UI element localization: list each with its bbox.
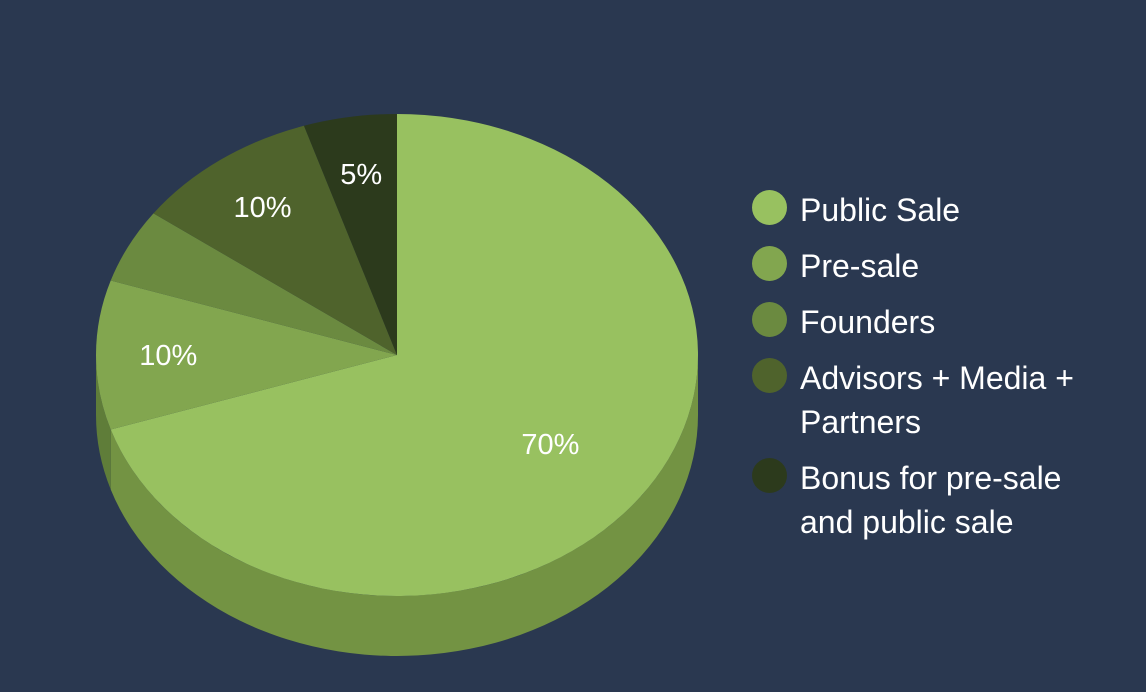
legend-swatch <box>752 302 787 337</box>
legend-label: Advisors + Media + Partners <box>800 360 1074 440</box>
legend-swatch <box>752 458 787 493</box>
legend: Public Sale Pre-sale Founders Advisors + Me… <box>752 188 1112 556</box>
slice-label-advisors-media-partners: 10% <box>234 192 292 224</box>
legend-swatch <box>752 358 787 393</box>
legend-swatch <box>752 246 787 281</box>
slice-label-public-sale: 70% <box>521 429 579 461</box>
legend-label: Bonus for pre-sale and public sale <box>800 460 1062 540</box>
pie-slice-founders <box>110 213 397 355</box>
legend-item-public-sale: Public Sale <box>752 188 1112 232</box>
legend-item-bonus-for-pre-sale-and-public-sale: Bonus for pre-sale and public sale <box>752 456 1112 544</box>
pie-side-pre-sale <box>96 355 111 490</box>
pie-slice-pre-sale <box>95 280 397 430</box>
pie-slice-public-sale <box>110 114 698 596</box>
legend-label: Founders <box>800 304 936 340</box>
pie-slice-advisors-media-partners <box>153 125 397 355</box>
legend-label: Pre-sale <box>800 248 920 284</box>
legend-item-advisors-media-partners: Advisors + Media + Partners <box>752 356 1112 444</box>
pie-slice-bonus-for-pre-sale-and-public-sale <box>303 114 397 355</box>
legend-swatch <box>752 190 787 225</box>
pie-side-public-sale <box>110 355 698 656</box>
legend-item-founders: Founders <box>752 300 1112 344</box>
slice-label-pre-sale: 10% <box>139 340 197 372</box>
legend-label: Public Sale <box>800 192 961 228</box>
slice-label-bonus-for-pre-sale-and-public-sale: 5% <box>340 159 382 191</box>
legend-item-pre-sale: Pre-sale <box>752 244 1112 288</box>
